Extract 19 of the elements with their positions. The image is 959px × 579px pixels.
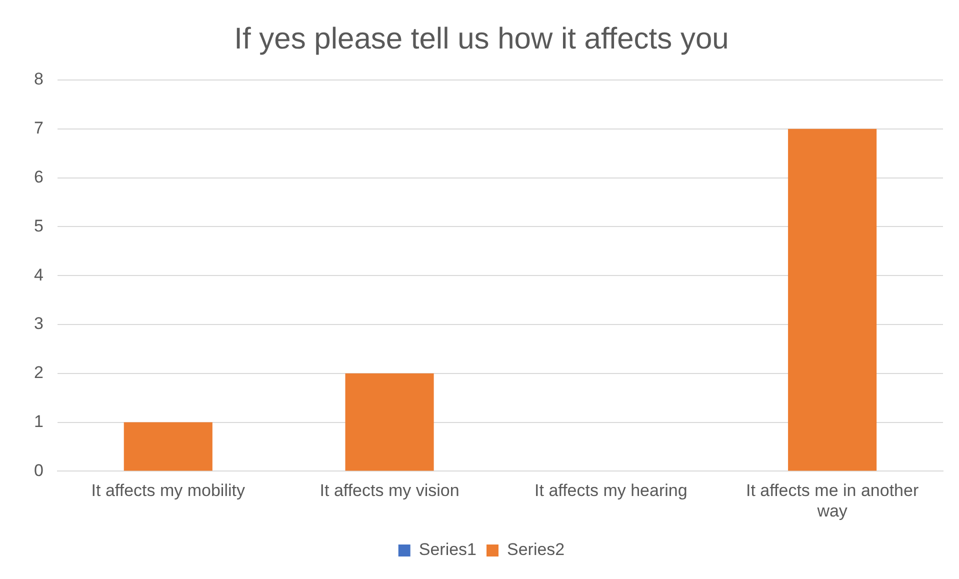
chart-title: If yes please tell us how it affects you (234, 22, 729, 56)
y-tick-label: 1 (34, 412, 44, 431)
y-tick-label: 3 (34, 314, 44, 334)
y-tick-label: 6 (34, 167, 44, 186)
x-tick-label: It affects my vision (320, 481, 460, 500)
x-tick-label: It affects my hearing (534, 481, 688, 500)
y-tick-label: 7 (34, 118, 44, 138)
x-tick-label: It affects my mobility (91, 481, 246, 500)
legend-label: Series1 (418, 540, 476, 560)
legend-label: Series2 (507, 540, 565, 560)
bar (345, 373, 434, 471)
y-tick-label: 2 (34, 363, 44, 382)
y-tick-label: 4 (34, 265, 44, 284)
bar (124, 422, 212, 471)
x-tick-label: It affects me in another way (746, 481, 919, 520)
bar (788, 128, 877, 471)
y-tick-label: 0 (34, 460, 44, 480)
y-tick-label: 5 (34, 216, 44, 236)
y-tick-label: 8 (34, 70, 44, 89)
